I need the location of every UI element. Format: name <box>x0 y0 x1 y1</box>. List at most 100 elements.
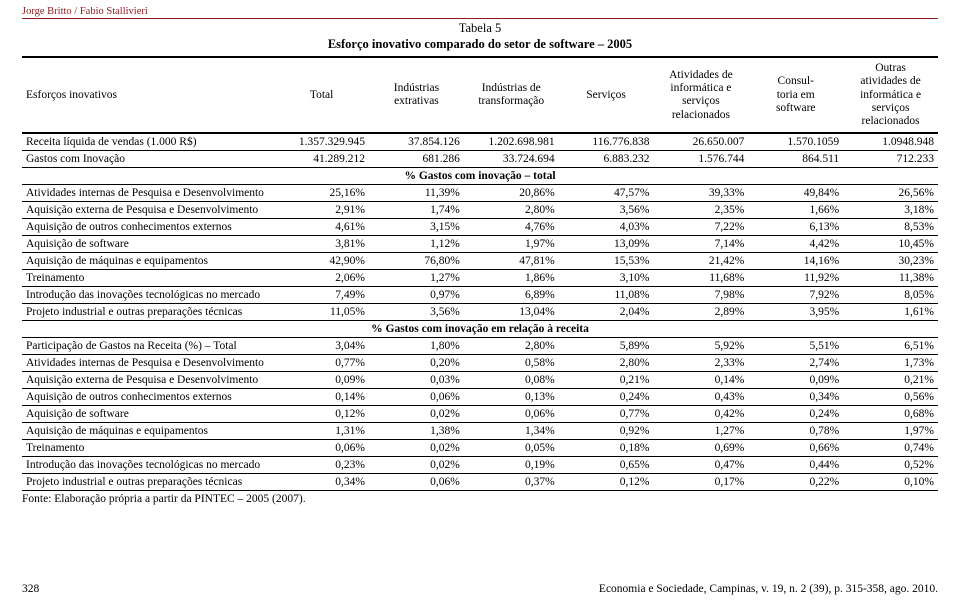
cell-value: 0,66% <box>748 440 843 457</box>
row-label: Projeto industrial e outras preparações … <box>22 304 274 321</box>
cell-value: 3,81% <box>274 236 369 253</box>
table-row: Treinamento2,06%1,27%1,86%3,10%11,68%11,… <box>22 270 938 287</box>
cell-value: 41.289.212 <box>274 151 369 168</box>
cell-value: 3,15% <box>369 219 464 236</box>
cell-value: 0,02% <box>369 406 464 423</box>
cell-value: 0,34% <box>748 389 843 406</box>
cell-value: 11,92% <box>748 270 843 287</box>
section-title: % Gastos com inovação em relação à recei… <box>22 321 938 338</box>
cell-value: 6,51% <box>843 338 938 355</box>
table-row: Introdução das inovações tecnológicas no… <box>22 287 938 304</box>
cell-value: 0,42% <box>654 406 749 423</box>
cell-value: 0,24% <box>748 406 843 423</box>
table-row: Aquisição de software0,12%0,02%0,06%0,77… <box>22 406 938 423</box>
cell-value: 0,19% <box>464 457 559 474</box>
section-row: % Gastos com inovação – total <box>22 168 938 185</box>
table-number: Tabela 5 <box>459 21 502 35</box>
cell-value: 0,97% <box>369 287 464 304</box>
cell-value: 4,76% <box>464 219 559 236</box>
cell-value: 0,02% <box>369 457 464 474</box>
data-table: Esforços inovativosTotalIndústriasextrat… <box>22 56 938 491</box>
cell-value: 1.576.744 <box>654 151 749 168</box>
cell-value: 76,80% <box>369 253 464 270</box>
cell-value: 2,04% <box>559 304 654 321</box>
cell-value: 0,77% <box>559 406 654 423</box>
cell-value: 0,06% <box>274 440 369 457</box>
cell-value: 1,27% <box>369 270 464 287</box>
cell-value: 0,09% <box>748 372 843 389</box>
cell-value: 0,02% <box>369 440 464 457</box>
cell-value: 0,06% <box>369 474 464 491</box>
row-label: Treinamento <box>22 270 274 287</box>
cell-value: 0,37% <box>464 474 559 491</box>
row-label: Introdução das inovações tecnológicas no… <box>22 457 274 474</box>
cell-value: 1.0948.948 <box>843 133 938 151</box>
cell-value: 0,08% <box>464 372 559 389</box>
row-label: Aquisição de software <box>22 236 274 253</box>
table-row: Participação de Gastos na Receita (%) – … <box>22 338 938 355</box>
cell-value: 0,23% <box>274 457 369 474</box>
cell-value: 2,80% <box>464 202 559 219</box>
table-row: Aquisição de software3,81%1,12%1,97%13,0… <box>22 236 938 253</box>
cell-value: 26.650.007 <box>654 133 749 151</box>
journal-info: Economia e Sociedade, Campinas, v. 19, n… <box>599 583 938 595</box>
table-title-block: Tabela 5 Esforço inovativo comparado do … <box>22 21 938 52</box>
cell-value: 3,95% <box>748 304 843 321</box>
cell-value: 5,51% <box>748 338 843 355</box>
cell-value: 0,21% <box>559 372 654 389</box>
cell-value: 2,80% <box>464 338 559 355</box>
row-label: Treinamento <box>22 440 274 457</box>
cell-value: 1,66% <box>748 202 843 219</box>
section-row: % Gastos com inovação em relação à recei… <box>22 321 938 338</box>
row-label: Aquisição de máquinas e equipamentos <box>22 423 274 440</box>
cell-value: 864.511 <box>748 151 843 168</box>
cell-value: 1.570.1059 <box>748 133 843 151</box>
cell-value: 4,42% <box>748 236 843 253</box>
cell-value: 49,84% <box>748 185 843 202</box>
cell-value: 0,22% <box>748 474 843 491</box>
cell-value: 3,56% <box>559 202 654 219</box>
cell-value: 0,92% <box>559 423 654 440</box>
row-label: Introdução das inovações tecnológicas no… <box>22 287 274 304</box>
cell-value: 6,13% <box>748 219 843 236</box>
cell-value: 1,34% <box>464 423 559 440</box>
cell-value: 37.854.126 <box>369 133 464 151</box>
cell-value: 14,16% <box>748 253 843 270</box>
table-title: Esforço inovativo comparado do setor de … <box>328 37 632 51</box>
table-row: Aquisição externa de Pesquisa e Desenvol… <box>22 372 938 389</box>
cell-value: 0,03% <box>369 372 464 389</box>
cell-value: 1,86% <box>464 270 559 287</box>
cell-value: 2,35% <box>654 202 749 219</box>
cell-value: 21,42% <box>654 253 749 270</box>
cell-value: 0,69% <box>654 440 749 457</box>
cell-value: 1.202.698.981 <box>464 133 559 151</box>
cell-value: 3,04% <box>274 338 369 355</box>
cell-value: 0,44% <box>748 457 843 474</box>
table-row: Projeto industrial e outras preparações … <box>22 474 938 491</box>
cell-value: 5,89% <box>559 338 654 355</box>
cell-value: 42,90% <box>274 253 369 270</box>
cell-value: 1,97% <box>464 236 559 253</box>
header-row: Esforços inovativosTotalIndústriasextrat… <box>22 57 938 133</box>
cell-value: 0,43% <box>654 389 749 406</box>
cell-value: 47,57% <box>559 185 654 202</box>
cell-value: 0,77% <box>274 355 369 372</box>
cell-value: 1,61% <box>843 304 938 321</box>
column-header: Atividades deinformática eserviçosrelaci… <box>654 57 749 133</box>
cell-value: 10,45% <box>843 236 938 253</box>
cell-value: 0,06% <box>464 406 559 423</box>
row-label: Atividades internas de Pesquisa e Desenv… <box>22 185 274 202</box>
table-head: Esforços inovativosTotalIndústriasextrat… <box>22 57 938 133</box>
column-header: Indústriasextrativas <box>369 57 464 133</box>
cell-value: 4,61% <box>274 219 369 236</box>
cell-value: 0,58% <box>464 355 559 372</box>
column-header: Esforços inovativos <box>22 57 274 133</box>
cell-value: 2,91% <box>274 202 369 219</box>
page-container: Jorge Britto / Fabio Stallivieri Tabela … <box>0 0 960 601</box>
cell-value: 2,74% <box>748 355 843 372</box>
table-row: Atividades internas de Pesquisa e Desenv… <box>22 185 938 202</box>
cell-value: 0,20% <box>369 355 464 372</box>
column-header: Serviços <box>559 57 654 133</box>
table-row: Atividades internas de Pesquisa e Desenv… <box>22 355 938 372</box>
cell-value: 8,53% <box>843 219 938 236</box>
